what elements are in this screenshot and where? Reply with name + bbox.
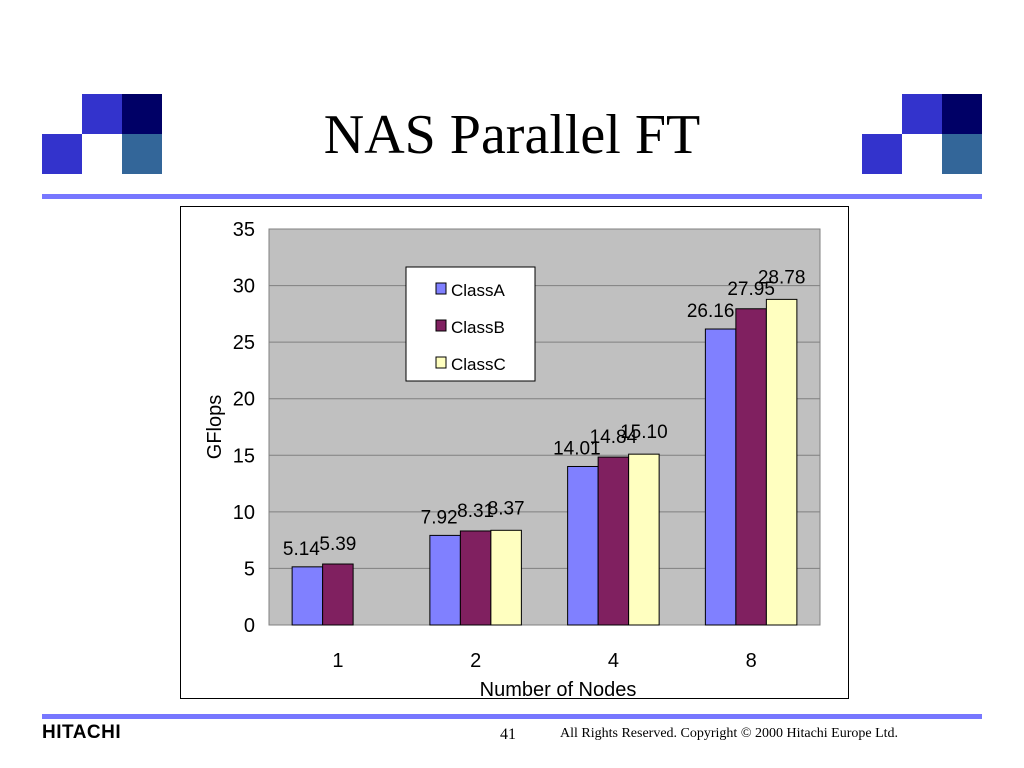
hitachi-logo: HITACHI	[42, 722, 122, 743]
y-tick-label: 5	[244, 558, 255, 580]
top-divider	[42, 194, 982, 199]
copyright-text: All Rights Reserved. Copyright © 2000 Hi…	[560, 726, 899, 741]
y-tick-label: 30	[233, 276, 255, 298]
bar-classb-4	[597, 456, 630, 626]
chart-frame: 0 5 10 15 20 25 30 35 5.14 5.39 7.92 8.31 8.37 14.01…	[180, 206, 849, 701]
deco-square	[122, 94, 162, 134]
bar-classa-1	[291, 566, 324, 626]
y-tick-label: 0	[244, 615, 255, 637]
deco-square	[82, 94, 122, 134]
bar-classc-4	[628, 453, 660, 626]
legend: ClassA ClassB ClassC	[405, 266, 536, 382]
legend-swatch-classc	[435, 356, 447, 369]
bar-chart: 0 5 10 15 20 25 30 35 5.14 5.39 7.92 8.318.37 14.01…	[204, 219, 821, 701]
data-label: 14.84	[590, 427, 638, 448]
deco-square	[902, 94, 942, 134]
data-label: 26.16	[687, 301, 735, 322]
x-tick-label: 4	[608, 650, 619, 672]
y-tick-label: 15	[233, 445, 255, 467]
data-label: 7.92	[421, 507, 458, 528]
bar-classa-8	[704, 328, 737, 626]
data-label: 8.31	[457, 501, 494, 522]
y-tick-label: 20	[233, 389, 255, 411]
data-label: 5.39	[319, 534, 356, 555]
x-axis-label: Number of Nodes	[480, 679, 637, 697]
x-tick-label: 2	[470, 650, 481, 672]
deco-square	[942, 94, 982, 134]
deco-square	[42, 134, 82, 174]
page-number: 41	[500, 726, 516, 743]
legend-label-classc: ClassC	[451, 355, 506, 374]
bar-classb-2	[459, 530, 492, 626]
bar-classb-1	[322, 563, 354, 626]
legend-label-classa: ClassA	[451, 281, 506, 300]
deco-square	[862, 134, 902, 174]
legend-label-classb: ClassB	[451, 318, 505, 337]
x-tick-label: 8	[746, 650, 757, 672]
x-tick-label: 1	[332, 650, 343, 672]
y-tick-label: 35	[233, 219, 255, 241]
bar-classb-8	[735, 308, 767, 626]
data-label: 15.10	[620, 422, 668, 443]
y-tick-label: 10	[233, 502, 255, 524]
data-label: 14.01	[553, 438, 601, 459]
bars	[291, 298, 798, 626]
deco-square	[942, 134, 982, 174]
legend-swatch-classa	[435, 282, 447, 295]
deco-square	[122, 134, 162, 174]
y-axis-label: GFlops	[204, 395, 226, 459]
y-axis-ticks: 0 5 10 15 20 25 30 35	[233, 219, 255, 637]
data-label: 27.95	[727, 279, 775, 300]
legend-box	[405, 266, 536, 382]
data-label: 8.37	[488, 498, 525, 519]
data-label: 5.14	[283, 539, 320, 560]
data-label: 28.78	[758, 267, 806, 288]
bar-classc-2	[490, 529, 522, 626]
bar-classa-4	[567, 465, 599, 626]
y-tick-label: 25	[233, 332, 255, 354]
slide-title: NAS Parallel FT	[323, 104, 701, 166]
bar-classc-8	[765, 298, 798, 626]
legend-swatch-classb	[435, 319, 447, 332]
bar-classa-2	[429, 534, 461, 626]
bottom-divider	[42, 714, 982, 719]
x-axis-ticks: 1 2 4 8	[332, 650, 756, 672]
